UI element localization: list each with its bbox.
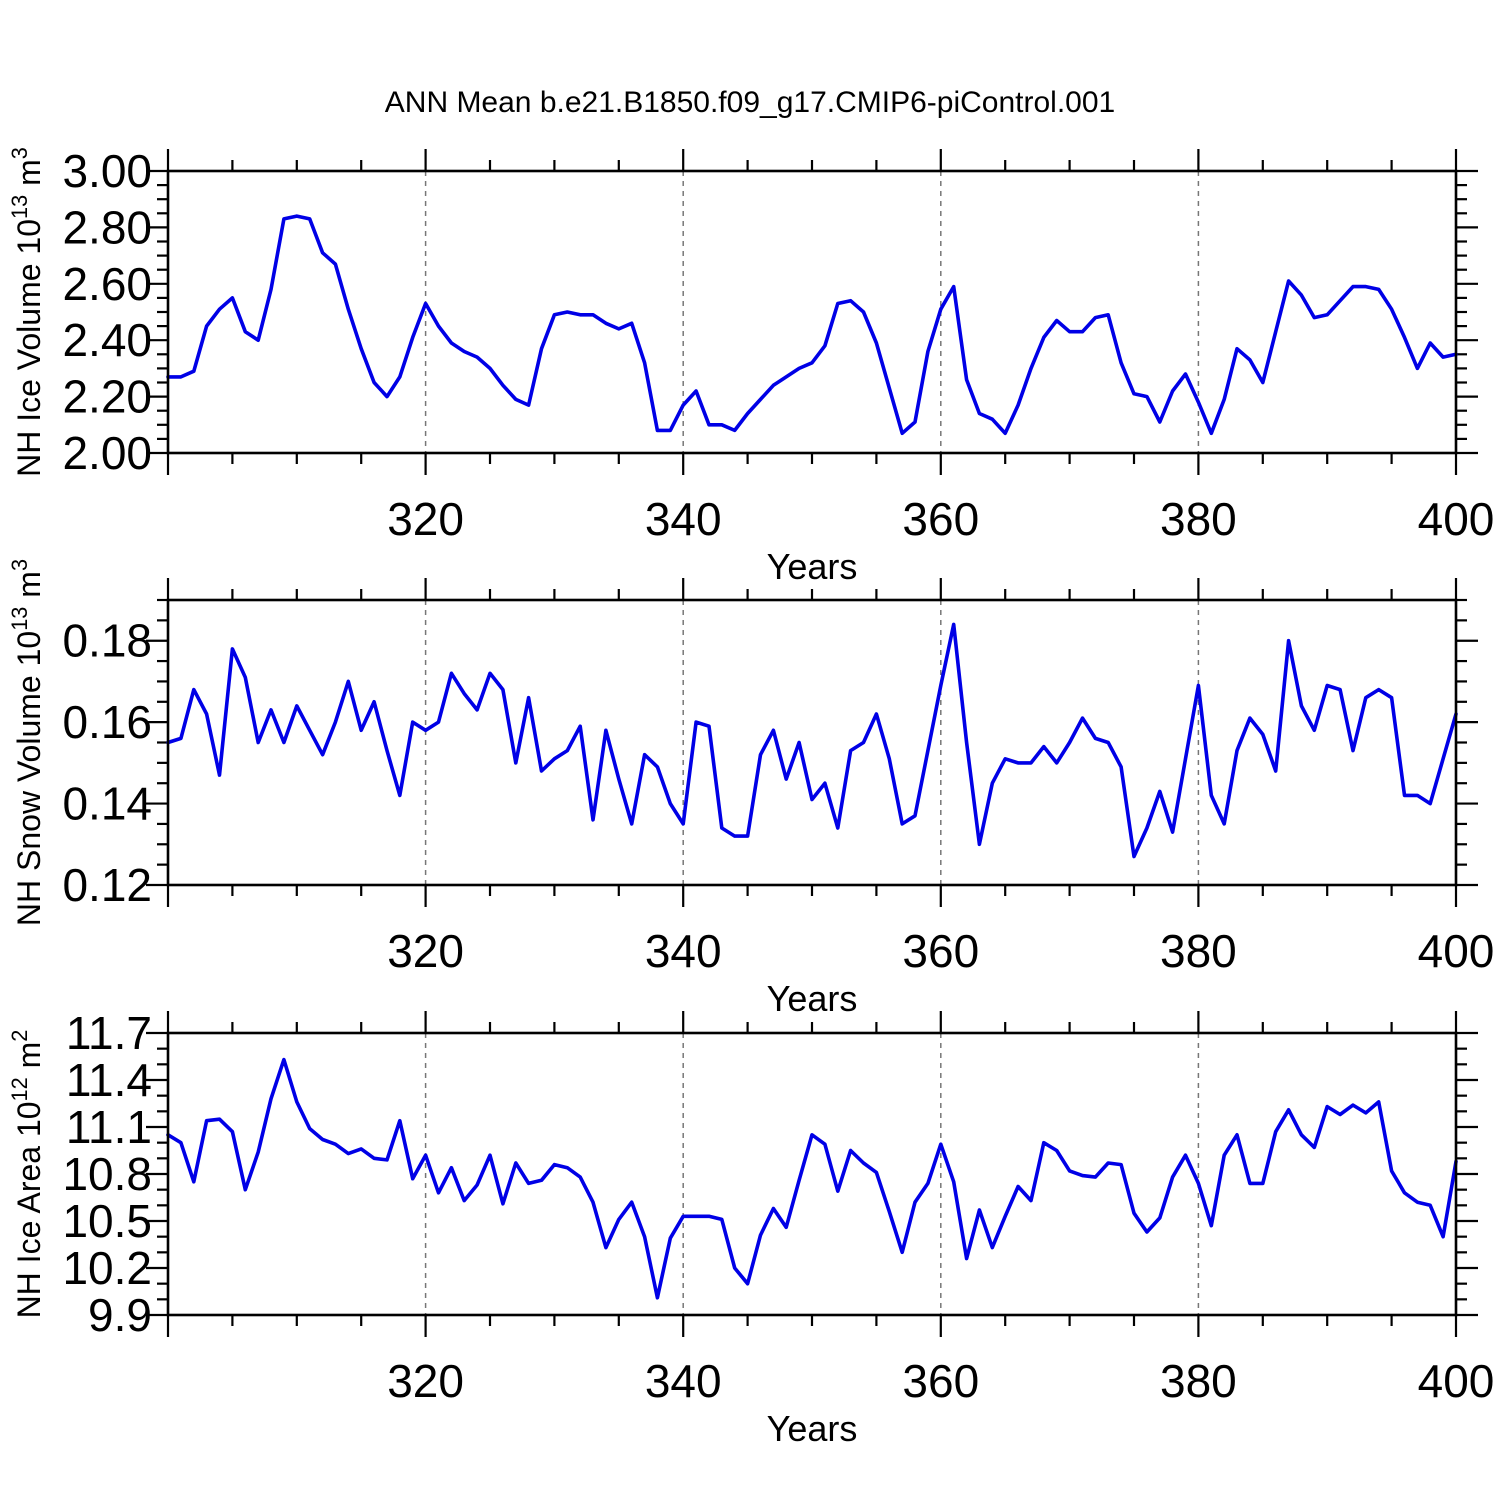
x-tick-label: 380 xyxy=(1160,1355,1237,1407)
x-tick-label: 380 xyxy=(1160,493,1237,545)
y-tick-label: 11.7 xyxy=(66,1007,152,1059)
x-axis-title: Years xyxy=(767,978,858,1019)
x-axis-title: Years xyxy=(767,546,858,587)
x-tick-label: 380 xyxy=(1160,925,1237,977)
x-tick-label: 320 xyxy=(387,493,464,545)
x-tick-label: 340 xyxy=(645,493,722,545)
panel-nh-ice-volume: 2.002.202.402.602.803.00 320 340 360 380 400 Y… xyxy=(7,145,1494,587)
y-tick-label: 0.18 xyxy=(62,615,152,667)
y-tick-label: 0.16 xyxy=(62,696,152,748)
plot-title: ANN Mean b.e21.B1850.f09_g17.CMIP6-piCon… xyxy=(384,86,1116,119)
x-tick-label: 340 xyxy=(645,1355,722,1407)
y-tick-label: 2.80 xyxy=(62,201,152,253)
x-tick-label: 320 xyxy=(387,1355,464,1407)
y-tick-label: 10.8 xyxy=(62,1148,152,1200)
y-tick-label: 2.20 xyxy=(62,371,152,423)
y-axis-title: NH Snow Volume 1013 m3 xyxy=(7,559,47,926)
panel-nh-ice-area: 9.910.210.510.811.111.411.7 320 340 360 380 4… xyxy=(7,1007,1494,1449)
panel-nh-snow-volume: 0.12 0.14 0.16 0.18 320 340 360 380 400 Years NH S… xyxy=(7,559,1494,1019)
nh-ice-volume-series-line xyxy=(166,214,1458,436)
y-tick-label: 11.4 xyxy=(66,1054,152,1106)
y-tick-label: 10.5 xyxy=(62,1195,152,1247)
panel-frame xyxy=(166,1031,1458,1317)
y-tick-label: 0.12 xyxy=(62,859,152,911)
x-tick-label: 360 xyxy=(902,493,979,545)
x-tick-label: 360 xyxy=(902,925,979,977)
x-tick-label: 320 xyxy=(387,925,464,977)
x-tick-label: 400 xyxy=(1418,1355,1495,1407)
x-tick-label: 360 xyxy=(902,1355,979,1407)
y-tick-label: 2.60 xyxy=(62,258,152,310)
y-axis-title: NH Ice Area 1012 m2 xyxy=(7,1030,47,1319)
x-tick-label: 340 xyxy=(645,925,722,977)
y-tick-label: 2.00 xyxy=(62,427,152,479)
y-axis-title: NH Ice Volume 1013 m3 xyxy=(7,147,47,477)
x-axis-title: Years xyxy=(767,1408,858,1449)
y-tick-label: 11.1 xyxy=(66,1101,152,1153)
nh-ice-area-series-line xyxy=(166,1057,1458,1300)
y-tick-label: 2.40 xyxy=(62,314,152,366)
panel-frame xyxy=(166,169,1458,455)
panel-frame xyxy=(166,598,1458,887)
x-tick-label: 400 xyxy=(1418,925,1495,977)
nh-snow-volume-series-line xyxy=(166,622,1458,859)
y-tick-label: 10.2 xyxy=(62,1242,152,1294)
x-tick-label: 400 xyxy=(1418,493,1495,545)
y-tick-label: 3.00 xyxy=(62,145,152,197)
y-tick-label: 0.14 xyxy=(62,778,152,830)
y-tick-label: 9.9 xyxy=(88,1289,152,1341)
